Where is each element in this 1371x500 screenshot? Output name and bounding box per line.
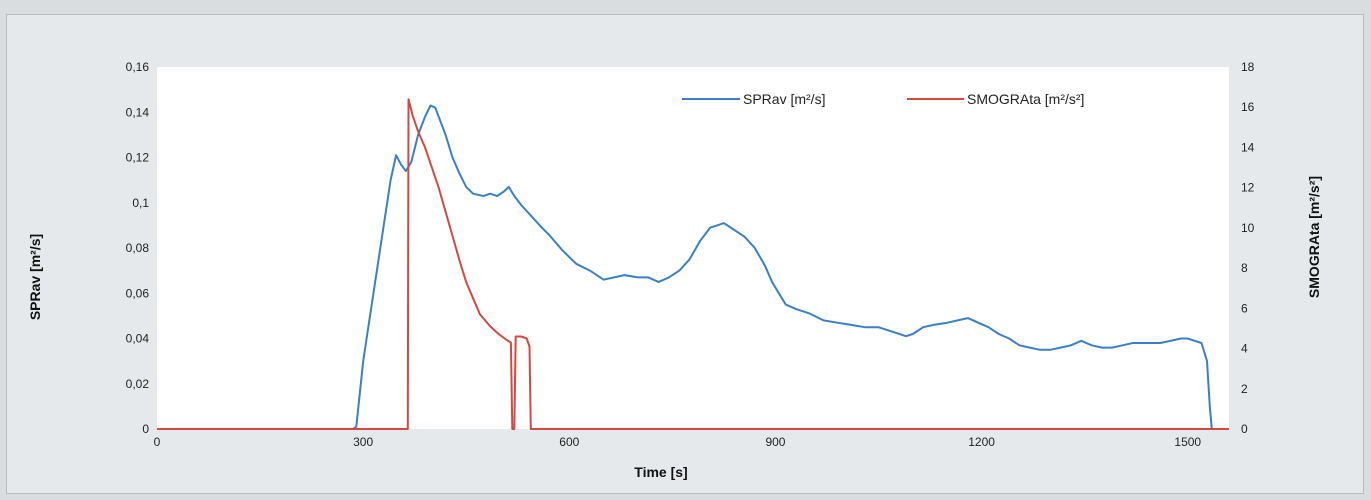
x-tick-label: 1500 [1174,435,1201,449]
y-axis-title: SPRav [m²/s] [27,234,43,320]
y-tick-label: 0 [142,422,149,436]
x-axis-title: Time [s] [634,464,687,480]
y2-tick-label: 12 [1241,181,1255,195]
x-ticks: 0 300 600 900 1200 1500 [154,435,1202,449]
legend-label-smograta: SMOGRAta [m²/s²] [967,91,1084,107]
legend: SPRav [m²/s] SMOGRAta [m²/s²] [682,91,1084,107]
chart-frame: 0 300 600 900 1200 1500 0 0,02 0,04 0,06 0,08 0,1 0… [6,14,1364,494]
x-tick-label: 300 [353,435,373,449]
series-line-smograta [157,98,1229,430]
y-tick-label: 0,06 [126,286,150,300]
y-tick-label: 0,02 [126,377,150,391]
plot-area [157,67,1229,429]
dual-axis-line-chart: 0 300 600 900 1200 1500 00,020,040,060,080,10… [27,60,1322,480]
y2-tick-label: 0 [1241,422,1248,436]
x-tick-label: 0 [154,435,161,449]
y2-tick-label: 16 [1241,100,1255,114]
y-tick-label: 0,08 [126,241,150,255]
series-layer [157,98,1229,430]
y-tick-label: 0,14 [126,105,150,119]
y2-tick-label: 18 [1241,60,1255,74]
y-tick-label: 0,1 [132,196,149,210]
y2-axis-title: SMOGRAta [m²/s²] [1306,176,1322,298]
y2-tick-label: 8 [1241,261,1248,275]
y2-tick-label: 4 [1241,342,1248,356]
y-tick-label: 0,12 [126,151,150,165]
x-tick-label: 600 [559,435,579,449]
y2-ticks: 0 2 4 6 8 10 12 14 16 18 [1241,60,1255,436]
legend-label-sprav: SPRav [m²/s] [743,91,825,107]
y-tick-label: 0,04 [126,332,150,346]
y-tick-label: 0,16 [126,60,150,74]
x-tick-label: 1200 [968,435,995,449]
y2-tick-label: 14 [1241,140,1255,154]
x-tick-label: 900 [765,435,785,449]
y-ticks: 0 0,02 0,04 0,06 0,08 0,1 0,12 0,14 0,16 [126,60,150,436]
y2-tick-label: 10 [1241,221,1255,235]
y2-tick-label: 2 [1241,382,1248,396]
series-line-sprav [157,104,1213,430]
y2-tick-label: 6 [1241,301,1248,315]
